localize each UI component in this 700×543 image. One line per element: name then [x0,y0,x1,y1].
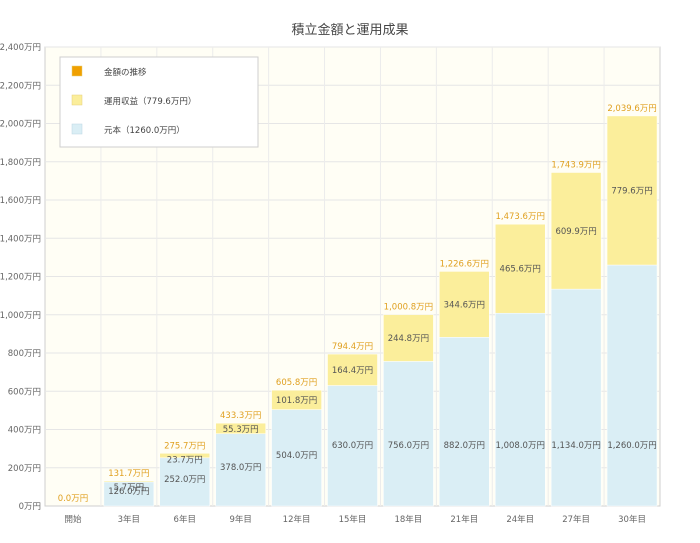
bar-segment-profit [327,353,378,386]
legend-label-principal: 元本（1260.0万円） [104,125,185,136]
bar-segment-profit [383,314,434,362]
legend-label-profit: 運用収益（779.6万円） [104,96,196,107]
data-label-total: 1,743.9万円 [551,160,600,170]
x-tick-label: 3年目 [118,514,140,525]
y-tick-label: 2,200万円 [0,81,41,91]
bar-segment-principal [215,433,266,507]
bar-segment-principal [494,312,546,507]
bar-segment-principal [606,264,658,507]
data-label-total: 131.7万円 [108,469,149,479]
legend-swatch-totals [71,65,83,77]
bar-segment-principal [271,409,322,507]
y-tick-label: 600万円 [8,387,41,397]
data-label-principal: 378.0万円 [220,463,261,473]
data-label-total: 605.8万円 [276,378,317,388]
data-label-total: 1,226.6万円 [440,259,489,269]
x-tick-label: 18年目 [394,514,422,525]
bar-segment-profit [271,389,322,410]
x-tick-label: 21年目 [450,514,478,525]
data-label-principal: 126.0万円 [108,487,149,497]
data-label-principal: 1,008.0万円 [496,441,545,451]
legend-label-totals: 金額の推移 [104,67,147,78]
x-tick-label: 27年目 [562,514,590,525]
bar-segment-profit [215,422,266,434]
chart-title: 積立金額と運用成果 [291,22,408,38]
bars-layer [103,115,658,507]
data-label-principal: 504.0万円 [276,451,317,461]
data-label-total: 794.4万円 [332,342,373,352]
legend: 金額の推移 運用収益（779.6万円） 元本（1260.0万円） [59,56,259,148]
y-tick-label: 1,600万円 [0,196,41,206]
y-tick-label: 2,000万円 [0,120,41,130]
data-label-profit: 5.7万円 [114,483,145,493]
bar-segment-principal [550,288,602,507]
data-label-total: 433.3万円 [220,411,261,421]
bar-segment-profit [159,453,211,459]
x-tick-label: 6年目 [174,514,196,525]
bar-segment-profit [439,271,490,338]
bar-segment-principal [439,337,490,507]
bar-segment-principal [327,385,378,507]
data-label-profit: 55.3万円 [223,425,259,435]
data-label-total: 1,473.6万円 [496,212,545,222]
y-tick-label: 200万円 [8,464,41,474]
data-label-total: 1,000.8万円 [384,303,433,313]
y-tick-label: 1,000万円 [0,311,41,321]
data-label-profit: 344.6万円 [444,300,485,310]
data-label-principal: 1,134.0万円 [551,441,600,451]
bar-segment-principal [103,481,155,507]
data-label-profit: 779.6万円 [611,186,652,196]
x-tick-label: 30年目 [618,514,646,525]
y-tick-label: 0万円 [19,502,41,512]
bar-segment-principal [159,457,211,507]
data-label-total: 2,039.6万円 [607,104,656,114]
x-tick-label: 12年目 [283,514,311,525]
bar-segment-profit [103,480,155,483]
bar-segment-profit [606,115,658,266]
data-label-principal: 756.0万円 [388,441,429,451]
data-label-principal: 630.0万円 [332,441,373,451]
bar-segment-principal [383,361,434,507]
x-tick-label: 24年目 [506,514,534,525]
data-label-principal: 882.0万円 [444,441,485,451]
y-tick-label: 400万円 [8,426,41,436]
bar-segment-profit [550,172,602,290]
y-tick-label: 1,800万円 [0,158,41,168]
data-label-principal: 1,260.0万円 [607,441,656,451]
x-tick-label: 9年目 [229,514,251,525]
legend-swatch-profit [71,94,83,106]
legend-swatch-principal [71,123,83,135]
data-label-profit: 164.4万円 [332,366,373,376]
bar-segment-profit [494,223,546,314]
y-tick-label: 1,400万円 [0,234,41,244]
y-tick-label: 800万円 [8,349,41,359]
axis-layer: 0万円 200万円 400万円 600万円 800万円 1,000万円 1,200万円 1,4… [0,43,646,525]
legend-box [59,56,259,148]
y-tick-label: 2,400万円 [0,43,41,53]
x-tick-label: 開始 [64,514,82,525]
data-label-profit: 101.8万円 [276,396,317,406]
data-label-profit: 23.7万円 [167,455,203,465]
data-label-total: 0.0万円 [58,494,89,504]
data-label-profit: 244.8万円 [388,334,429,344]
data-label-principal: 252.0万円 [164,475,205,485]
x-tick-label: 15年目 [339,514,367,525]
data-label-profit: 465.6万円 [500,265,541,275]
data-label-total: 275.7万円 [164,441,205,451]
data-label-profit: 609.9万円 [555,227,596,237]
y-tick-label: 1,200万円 [0,273,41,283]
